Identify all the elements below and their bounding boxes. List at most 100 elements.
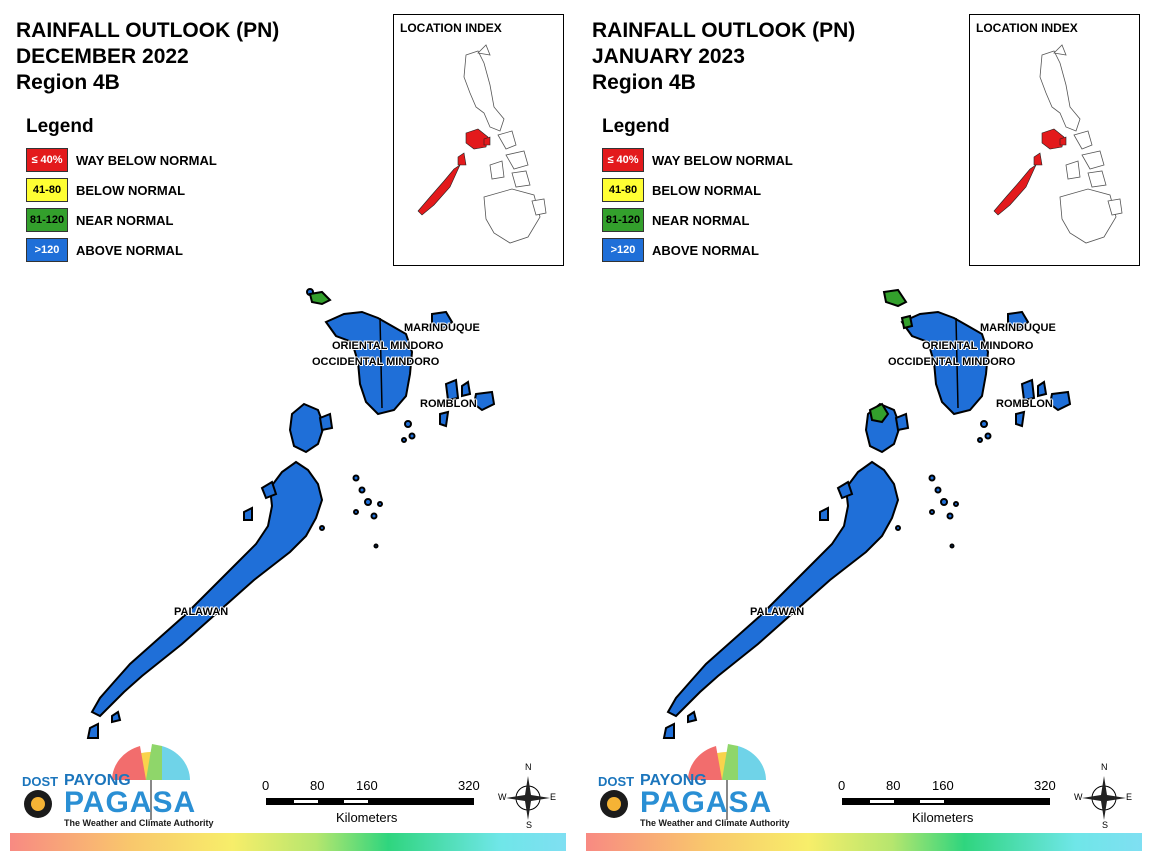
- label-oriental-mindoro: ORIENTAL MINDORO: [922, 340, 1034, 352]
- label-palawan: PALAWAN: [174, 606, 229, 618]
- compass-w: W: [1074, 792, 1083, 802]
- legend: Legend ≤ 40% WAY BELOW NORMAL 41-80 BELO…: [26, 116, 217, 268]
- scale-tick-label: 0: [262, 778, 270, 793]
- label-romblon: ROMBLON: [996, 398, 1053, 410]
- outlook-panel-january: RAINFALL OUTLOOK (PN) JANUARY 2023 Regio…: [576, 0, 1152, 864]
- scale-tick-label: 80: [310, 778, 325, 793]
- inset-title: LOCATION INDEX: [976, 21, 1078, 35]
- scale-bar-graphic: [842, 798, 1050, 805]
- legend-item-below: 41-80 BELOW NORMAL: [602, 178, 761, 208]
- legend-label: WAY BELOW NORMAL: [652, 153, 793, 168]
- pagasa-logo: DOST PAYONG PAGASA The Weather and Clima…: [592, 738, 790, 830]
- compass-n: N: [1101, 762, 1108, 772]
- romblon-island: [472, 390, 496, 412]
- calamian-islands: [288, 402, 326, 454]
- legend-item-near: 81-120 NEAR NORMAL: [602, 208, 750, 238]
- scale-bar: 0 80 160 320 Kilometers: [262, 778, 490, 828]
- scale-tick-label: 80: [886, 778, 901, 793]
- palawan-island: [90, 460, 324, 718]
- scale-bar-graphic: [266, 798, 474, 805]
- legend-label: BELOW NORMAL: [652, 183, 762, 198]
- legend-swatch: ≤ 40%: [26, 148, 68, 172]
- legend-item-way-below: ≤ 40% WAY BELOW NORMAL: [26, 148, 217, 178]
- philippines-index-map: [993, 44, 1123, 244]
- scale-tick-label: 320: [458, 778, 480, 793]
- legend-label: ABOVE NORMAL: [76, 243, 183, 258]
- near-normal-area: [868, 402, 890, 424]
- umbrella-icon: [24, 744, 190, 820]
- scale-tick-label: 320: [1034, 778, 1056, 793]
- label-occidental-mindoro: OCCIDENTAL MINDORO: [888, 356, 1016, 368]
- outlook-panel-december: RAINFALL OUTLOOK (PN) DECEMBER 2022 Regi…: [10, 14, 566, 851]
- title-line-3: Region 4B: [592, 71, 696, 94]
- scale-bar: 0 80 160 320 Kilometers: [838, 778, 1066, 828]
- map-title: RAINFALL OUTLOOK (PN) JANUARY 2023 Regio…: [592, 18, 855, 96]
- marinduque-island: [431, 310, 454, 332]
- near-normal-area: [308, 290, 332, 306]
- compass-e: E: [1126, 792, 1133, 802]
- legend-item-below: 41-80 BELOW NORMAL: [26, 178, 185, 208]
- philippines-index-map: [417, 44, 547, 244]
- mindoro-island: [900, 310, 990, 416]
- legend-swatch: ≤ 40%: [602, 148, 644, 172]
- color-bar: [586, 833, 1142, 851]
- compass-rose-icon: [506, 776, 550, 820]
- compass-rose-icon: [1082, 776, 1126, 820]
- location-index-inset: LOCATION INDEX: [393, 14, 564, 266]
- legend-item-above: >120 ABOVE NORMAL: [602, 238, 759, 268]
- north-arrow: N S W E: [1074, 762, 1134, 830]
- north-arrow: N S W E: [498, 762, 558, 830]
- title-line-3: Region 4B: [16, 71, 120, 94]
- legend-swatch: >120: [602, 238, 644, 262]
- location-index-inset: LOCATION INDEX: [969, 14, 1140, 266]
- title-line-1: RAINFALL OUTLOOK (PN): [592, 19, 856, 42]
- legend-label: NEAR NORMAL: [652, 213, 750, 228]
- label-occidental-mindoro: OCCIDENTAL MINDORO: [312, 356, 440, 368]
- logo-payong-text: PAYONG: [64, 772, 131, 789]
- legend-title: Legend: [602, 116, 670, 137]
- legend-swatch: 81-120: [602, 208, 644, 232]
- scale-tick-label: 160: [932, 778, 954, 793]
- label-marinduque: MARINDUQUE: [404, 322, 480, 334]
- scale-tick-label: 160: [356, 778, 378, 793]
- scale-unit: Kilometers: [336, 810, 398, 825]
- legend-label: ABOVE NORMAL: [652, 243, 759, 258]
- title-line-2: DECEMBER 2022: [16, 45, 189, 68]
- logo-tagline: The Weather and Climate Authority: [64, 818, 214, 828]
- logo-payong-text: PAYONG: [640, 772, 707, 789]
- logo-pagasa-text: PAGASA: [640, 786, 773, 819]
- legend-swatch: >120: [26, 238, 68, 262]
- legend-swatch: 81-120: [26, 208, 68, 232]
- legend-item-way-below: ≤ 40% WAY BELOW NORMAL: [602, 148, 793, 178]
- legend-title: Legend: [26, 116, 94, 137]
- logo-pagasa-text: PAGASA: [64, 786, 197, 819]
- romblon-island: [1048, 390, 1072, 412]
- legend-item-above: >120 ABOVE NORMAL: [26, 238, 183, 268]
- compass-n: N: [525, 762, 532, 772]
- legend-label: WAY BELOW NORMAL: [76, 153, 217, 168]
- legend: Legend ≤ 40% WAY BELOW NORMAL 41-80 BELO…: [602, 116, 793, 268]
- marinduque-island: [1007, 310, 1030, 332]
- legend-swatch: 41-80: [602, 178, 644, 202]
- label-marinduque: MARINDUQUE: [980, 322, 1056, 334]
- map-title: RAINFALL OUTLOOK (PN) DECEMBER 2022 Regi…: [16, 18, 279, 96]
- legend-label: NEAR NORMAL: [76, 213, 174, 228]
- compass-e: E: [550, 792, 557, 802]
- color-bar: [10, 833, 566, 851]
- umbrella-icon: [600, 744, 766, 820]
- legend-label: BELOW NORMAL: [76, 183, 186, 198]
- logo-dost-text: DOST: [598, 774, 635, 789]
- legend-item-near: 81-120 NEAR NORMAL: [26, 208, 174, 238]
- compass-s: S: [1102, 820, 1109, 830]
- label-oriental-mindoro: ORIENTAL MINDORO: [332, 340, 444, 352]
- compass-w: W: [498, 792, 507, 802]
- inset-title: LOCATION INDEX: [400, 21, 502, 35]
- near-normal-area: [882, 288, 908, 308]
- logo-tagline: The Weather and Climate Authority: [640, 818, 790, 828]
- region-4b-map: [86, 288, 496, 739]
- compass-s: S: [526, 820, 533, 830]
- mindoro-island: [324, 310, 414, 416]
- palawan-island: [666, 460, 900, 718]
- scale-tick-label: 0: [838, 778, 846, 793]
- near-normal-area: [900, 314, 914, 330]
